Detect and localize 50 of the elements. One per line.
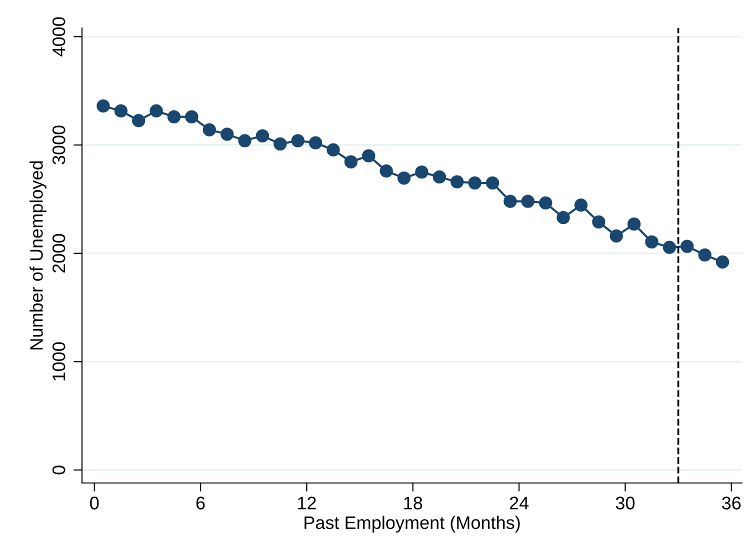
point [150, 104, 163, 118]
point [610, 229, 623, 243]
point [397, 171, 411, 185]
point [538, 196, 552, 210]
x-tick-label: 12 [298, 496, 316, 510]
x-tick-label: 24 [510, 496, 529, 510]
point [185, 110, 198, 124]
point [627, 217, 641, 231]
point [432, 170, 446, 184]
x-tick-label: 0 [90, 496, 99, 510]
point [645, 235, 658, 249]
point [662, 240, 676, 254]
point [486, 176, 500, 190]
point [167, 110, 181, 124]
y-tick-label: 2000 [52, 234, 66, 273]
point [308, 136, 322, 150]
x-tick-label: 30 [616, 496, 635, 510]
point [256, 129, 270, 142]
point [274, 137, 287, 151]
y-tick-label: 3000 [52, 126, 66, 164]
point [504, 194, 517, 208]
point [468, 176, 482, 190]
point [521, 194, 534, 208]
x-tick-label: 18 [404, 496, 422, 510]
x-axis-title: Past Employment (Months) [304, 516, 520, 533]
x-tick-label: 36 [722, 496, 741, 510]
y-axis-title: Number of Unemployed [30, 161, 46, 350]
point [415, 165, 428, 179]
point [326, 143, 340, 156]
point [132, 114, 146, 128]
point [592, 215, 606, 229]
point [450, 175, 464, 188]
point [556, 210, 570, 224]
point [220, 128, 234, 141]
point [380, 164, 393, 178]
point [574, 198, 588, 212]
point [114, 104, 128, 118]
point [291, 134, 304, 148]
y-tick-label: 4000 [52, 17, 66, 56]
y-tick-label: 1000 [52, 342, 66, 380]
point [96, 99, 110, 113]
point [344, 155, 358, 168]
point [362, 149, 376, 162]
point [238, 134, 252, 148]
y-tick-label: 0 [52, 466, 66, 474]
x-tick-label: 6 [196, 496, 205, 510]
point [716, 255, 730, 269]
point [202, 123, 216, 136]
point [698, 248, 712, 262]
point [680, 240, 694, 253]
